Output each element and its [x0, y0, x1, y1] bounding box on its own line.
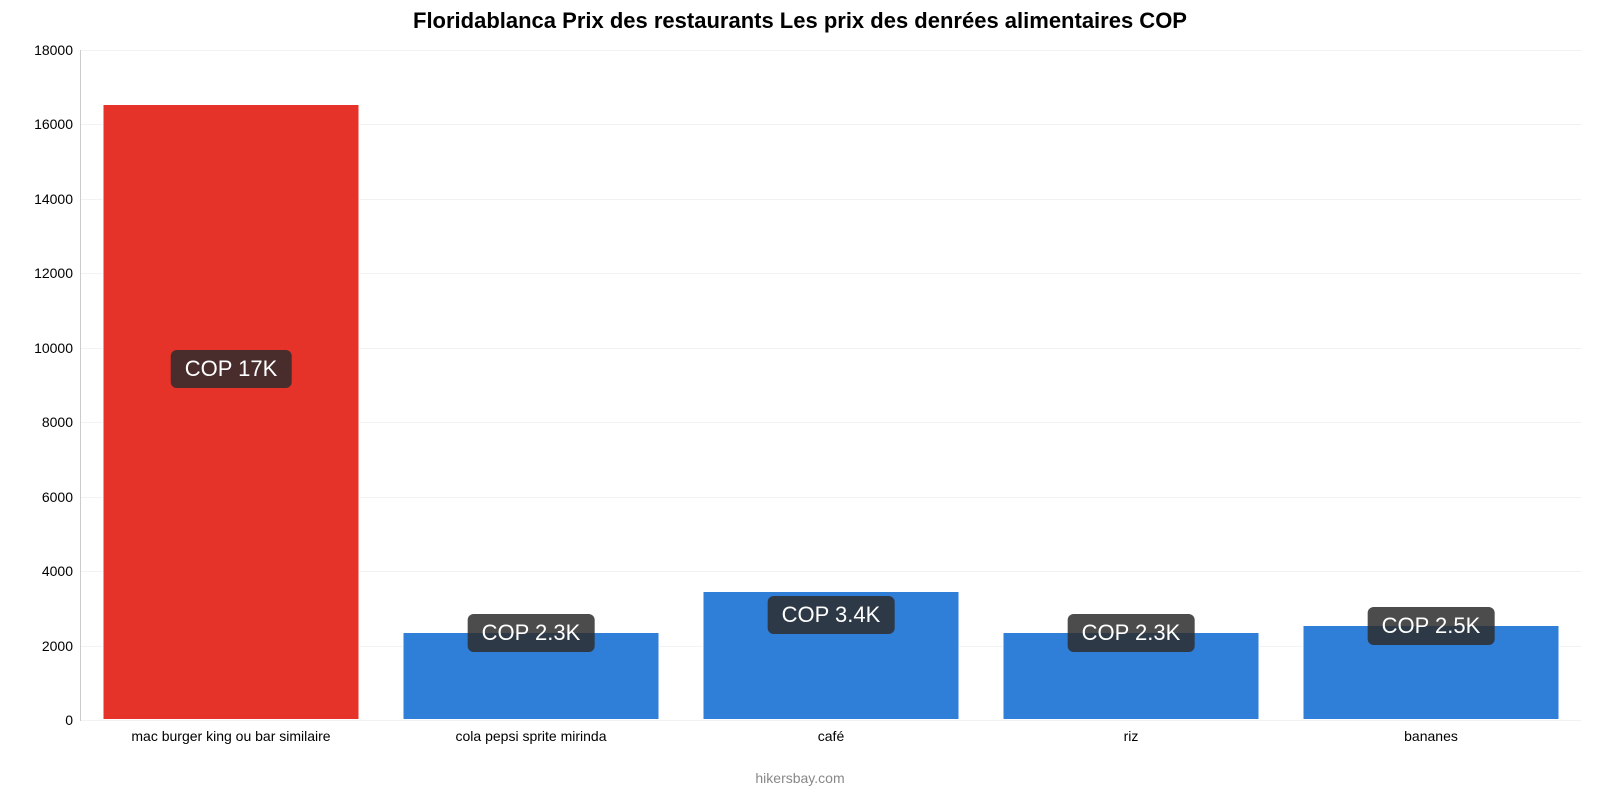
y-tick-label: 2000: [42, 638, 81, 654]
plot-area: 0200040006000800010000120001400016000180…: [80, 50, 1581, 721]
y-tick-label: 18000: [34, 42, 81, 58]
bar-slot: rizCOP 2.3K: [981, 50, 1281, 720]
value-badge: COP 2.5K: [1368, 607, 1495, 645]
y-tick-label: 0: [65, 712, 81, 728]
y-tick-label: 4000: [42, 563, 81, 579]
value-badge: COP 17K: [171, 350, 292, 388]
y-tick-label: 16000: [34, 116, 81, 132]
y-tick-label: 12000: [34, 265, 81, 281]
y-tick-label: 8000: [42, 414, 81, 430]
value-badge: COP 2.3K: [1068, 614, 1195, 652]
value-badge: COP 3.4K: [768, 596, 895, 634]
x-axis-label: café: [818, 720, 844, 744]
bar-slot: bananesCOP 2.5K: [1281, 50, 1581, 720]
bar: [103, 104, 360, 720]
x-axis-label: cola pepsi sprite mirinda: [456, 720, 607, 744]
price-chart: Floridablanca Prix des restaurants Les p…: [0, 0, 1600, 800]
chart-source: hikersbay.com: [0, 770, 1600, 786]
value-badge: COP 2.3K: [468, 614, 595, 652]
x-axis-label: mac burger king ou bar similaire: [131, 720, 330, 744]
y-tick-label: 14000: [34, 191, 81, 207]
y-tick-label: 10000: [34, 340, 81, 356]
chart-title: Floridablanca Prix des restaurants Les p…: [0, 8, 1600, 34]
x-axis-label: bananes: [1404, 720, 1458, 744]
bar-slot: cola pepsi sprite mirindaCOP 2.3K: [381, 50, 681, 720]
x-axis-label: riz: [1124, 720, 1139, 744]
y-tick-label: 6000: [42, 489, 81, 505]
bar-slot: mac burger king ou bar similaireCOP 17K: [81, 50, 381, 720]
bar-slot: caféCOP 3.4K: [681, 50, 981, 720]
